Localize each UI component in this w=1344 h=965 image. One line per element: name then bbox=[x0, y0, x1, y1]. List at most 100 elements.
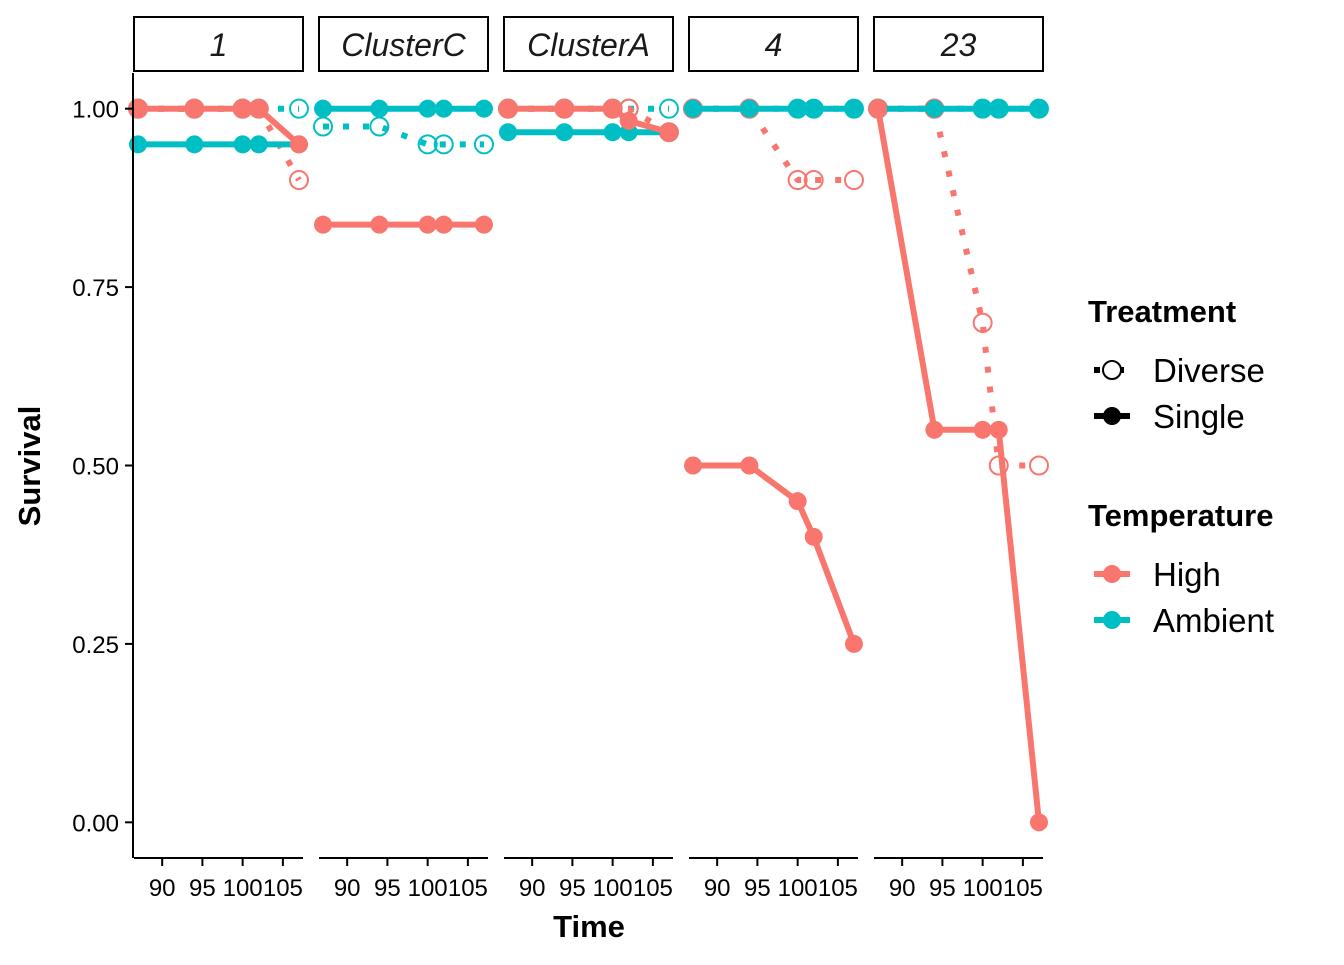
panel-strip-label: ClusterA bbox=[527, 27, 650, 63]
data-point bbox=[433, 134, 454, 155]
x-tick-label: 90 bbox=[889, 875, 916, 902]
panel-strip bbox=[688, 16, 859, 72]
series-high-single bbox=[129, 99, 308, 154]
data-point bbox=[434, 99, 453, 118]
x-tick-label: 105 bbox=[1003, 875, 1043, 902]
y-axis-title: Survival bbox=[12, 406, 47, 527]
legend-key-point bbox=[1103, 611, 1121, 629]
data-point bbox=[787, 170, 808, 191]
data-point bbox=[659, 123, 678, 142]
data-point bbox=[288, 98, 309, 119]
y-tick-label: 0.75 bbox=[72, 275, 119, 302]
data-point bbox=[418, 215, 437, 234]
x-tick-label: 95 bbox=[559, 875, 586, 902]
data-point bbox=[803, 170, 824, 191]
data-point bbox=[249, 135, 268, 154]
series-high-diverse-line bbox=[508, 105, 671, 135]
x-tick-label: 105 bbox=[818, 875, 858, 902]
x-tick-label: 95 bbox=[744, 875, 771, 902]
series-ambient-single bbox=[684, 99, 863, 118]
x-tick-label: 90 bbox=[519, 875, 546, 902]
data-point bbox=[370, 99, 389, 118]
x-tick-label: 90 bbox=[704, 875, 731, 902]
data-point bbox=[313, 116, 334, 137]
y-tick-label: 1.00 bbox=[72, 97, 119, 124]
data-point bbox=[972, 312, 993, 333]
series-high-single-line bbox=[693, 462, 857, 645]
data-point bbox=[129, 135, 148, 154]
series-high-diverse-line bbox=[878, 105, 1039, 469]
data-point bbox=[185, 99, 204, 118]
data-point bbox=[1028, 455, 1049, 476]
data-point bbox=[603, 123, 622, 142]
y-tick-label: 0.25 bbox=[72, 632, 119, 659]
legend-item-single: Single bbox=[1094, 398, 1245, 435]
data-point bbox=[473, 134, 494, 155]
panel-23: 23 90 95 100 105 bbox=[868, 16, 1049, 902]
data-point bbox=[369, 116, 390, 137]
series-high-single bbox=[314, 215, 493, 234]
panel-strip-label: 23 bbox=[940, 27, 977, 63]
x-tick-label: 105 bbox=[448, 875, 488, 902]
series-high-diverse-line bbox=[693, 105, 854, 183]
legend: Treatment Diverse Single Temperature High Amb… bbox=[1088, 294, 1274, 639]
data-point bbox=[1029, 99, 1048, 118]
panel-1: 1 90 95 100 105 bbox=[128, 16, 309, 902]
legend-item-label: Single bbox=[1153, 398, 1245, 435]
data-point bbox=[288, 170, 309, 191]
data-point bbox=[1029, 813, 1048, 832]
data-point bbox=[869, 99, 888, 118]
data-point bbox=[989, 420, 1008, 439]
data-point bbox=[434, 215, 453, 234]
data-point bbox=[684, 456, 703, 475]
y-tick-label: 0.50 bbox=[72, 454, 119, 481]
data-point bbox=[555, 99, 574, 118]
y-tick-label: 0.00 bbox=[72, 810, 119, 837]
data-point bbox=[233, 99, 252, 118]
x-tick-label: 100 bbox=[223, 875, 263, 902]
series-high-single bbox=[684, 456, 863, 653]
panel-strip-label: 1 bbox=[210, 27, 228, 63]
series-ambient-diverse-line bbox=[323, 123, 484, 148]
x-tick-label: 100 bbox=[963, 875, 1003, 902]
series-ambient-single bbox=[129, 135, 308, 154]
data-point bbox=[843, 170, 864, 191]
panel-strip bbox=[133, 16, 304, 72]
data-point bbox=[555, 123, 574, 142]
data-point bbox=[314, 99, 333, 118]
legend-item-label: Ambient bbox=[1153, 602, 1274, 639]
legend-item-label: Diverse bbox=[1153, 352, 1265, 389]
x-tick-label: 100 bbox=[593, 875, 633, 902]
panel-clustera: ClusterA 90 95 100 105 bbox=[498, 16, 679, 902]
series-ambient-single bbox=[869, 99, 1048, 118]
panel-strip-label: 4 bbox=[765, 27, 783, 63]
data-point bbox=[658, 98, 679, 119]
data-point bbox=[474, 99, 493, 118]
data-point bbox=[989, 99, 1008, 118]
panel-strip bbox=[318, 16, 489, 72]
legend-item-diverse: Diverse bbox=[1094, 352, 1265, 389]
data-point bbox=[499, 99, 518, 118]
panel-4: 4 90 95 100 105 bbox=[683, 16, 864, 902]
x-tick-label: 90 bbox=[149, 875, 176, 902]
legend-item-high: High bbox=[1094, 556, 1221, 593]
x-tick-label: 90 bbox=[334, 875, 361, 902]
data-point bbox=[973, 99, 992, 118]
data-point bbox=[185, 135, 204, 154]
x-tick-label: 105 bbox=[263, 875, 303, 902]
data-point bbox=[619, 111, 638, 130]
series-high-single-line bbox=[138, 105, 301, 147]
legend-item-label: High bbox=[1153, 556, 1221, 593]
series-high-single-line bbox=[875, 108, 1042, 823]
series-ambient-diverse bbox=[313, 116, 494, 155]
data-point bbox=[233, 135, 252, 154]
data-point bbox=[740, 99, 759, 118]
data-point bbox=[499, 123, 518, 142]
legend-key-point bbox=[1102, 360, 1122, 380]
legend-item-ambient: Ambient bbox=[1094, 602, 1274, 639]
data-point bbox=[418, 99, 437, 118]
series-high-single bbox=[869, 99, 1048, 832]
data-point bbox=[370, 215, 389, 234]
